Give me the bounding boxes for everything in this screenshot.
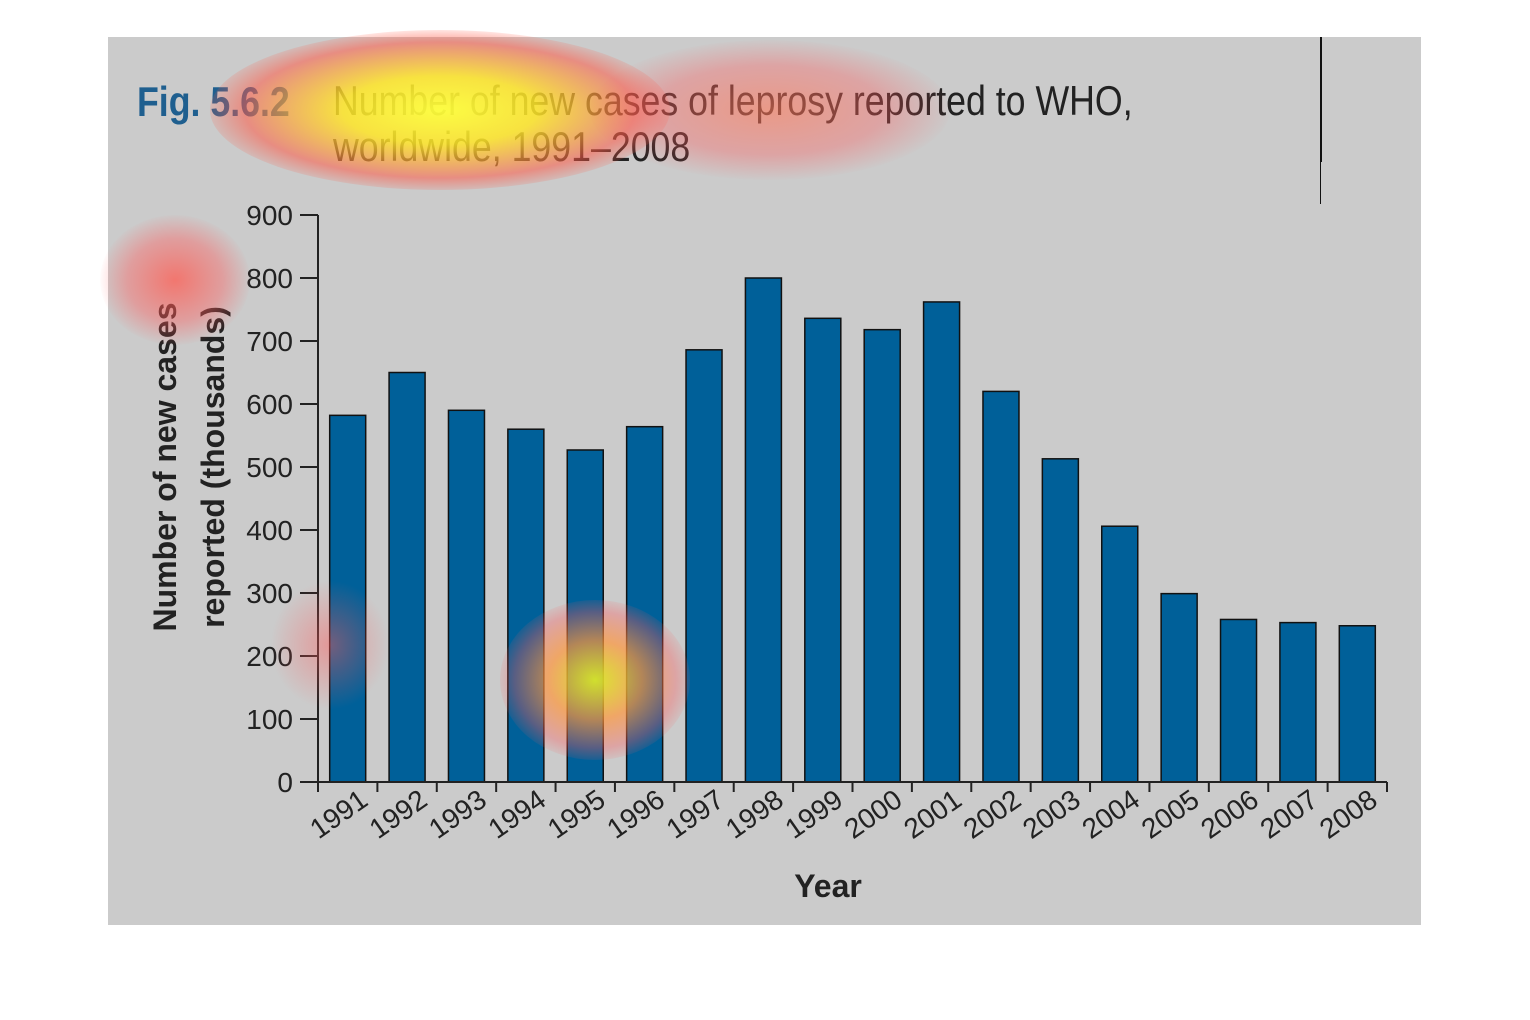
- bar-1991: [328, 414, 367, 783]
- bar-2003: [1041, 458, 1080, 783]
- y-tick-label: 600: [246, 389, 293, 420]
- x-tick-label: 1998: [720, 784, 789, 845]
- bar-1999: [804, 317, 842, 783]
- bar-2008: [1338, 625, 1377, 783]
- bar-2001: [922, 301, 961, 783]
- x-tick-label: 1991: [304, 784, 373, 845]
- side-rule-thin: [1320, 162, 1321, 204]
- y-axis-title-line2: reported (thousands): [195, 306, 231, 628]
- bar-1992: [388, 371, 426, 783]
- y-tick-label: 100: [246, 704, 293, 735]
- bar-2007: [1279, 621, 1317, 783]
- bar-2006: [1219, 618, 1258, 783]
- bar-1994: [507, 428, 545, 783]
- bar-1998: [744, 277, 783, 783]
- x-tick-label: 2008: [1314, 784, 1383, 845]
- side-rule: [1320, 37, 1322, 162]
- y-tick-label: 200: [246, 641, 293, 672]
- x-tick-label: 1995: [542, 784, 611, 845]
- y-tick-label: 500: [246, 452, 293, 483]
- bar-2004: [1101, 525, 1139, 783]
- y-axis-title-line1: Number of new cases: [147, 303, 183, 632]
- x-axis-title: Year: [794, 868, 862, 904]
- x-tick-label: 2001: [898, 784, 967, 845]
- y-tick-label: 300: [246, 578, 293, 609]
- bar-1995: [566, 449, 604, 783]
- y-tick-label: 800: [246, 263, 293, 294]
- bar-2005: [1160, 592, 1198, 783]
- x-tick-label: 2005: [1136, 784, 1205, 845]
- bars-group: [328, 277, 1377, 783]
- x-tick-label: 2000: [839, 784, 908, 845]
- x-tick-label: 2007: [1255, 784, 1324, 845]
- bar-2002: [982, 390, 1020, 783]
- x-tick-label: 2006: [1195, 784, 1264, 845]
- y-axis: 0 100 200 300 400 500 600 700 800 900: [246, 200, 319, 798]
- x-tick-label: 2003: [1017, 784, 1086, 845]
- y-tick-label: 400: [246, 515, 293, 546]
- x-tick-label: 2002: [958, 784, 1027, 845]
- y-tick-label: 0: [277, 767, 293, 798]
- x-tick-label: 1993: [423, 784, 492, 845]
- x-tick-label: 1992: [364, 784, 433, 845]
- y-tick-label: 700: [246, 326, 293, 357]
- bar-1997: [685, 349, 723, 783]
- bar-1993: [447, 409, 486, 783]
- x-tick-label: 1996: [601, 784, 670, 845]
- x-tick-label: 1994: [482, 784, 551, 845]
- x-tick-label: 2004: [1076, 784, 1145, 845]
- bar-2000: [863, 328, 901, 783]
- x-tick-label: 1999: [779, 784, 848, 845]
- x-tick-label: 1997: [661, 784, 730, 845]
- x-axis: 1991199219931994199519961997199819992000…: [304, 781, 1388, 845]
- y-tick-label: 900: [246, 200, 293, 231]
- bar-1996: [625, 425, 664, 783]
